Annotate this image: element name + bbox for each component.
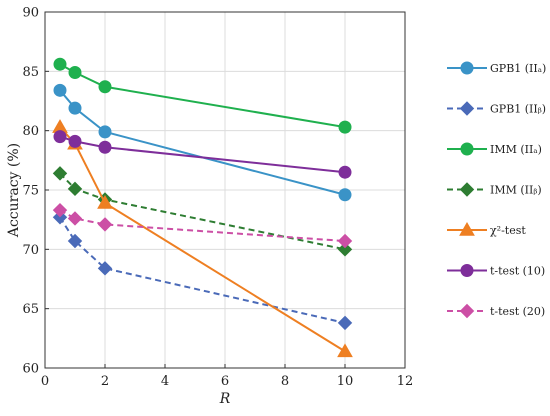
series-line: [59, 216, 346, 324]
data-point: [68, 66, 82, 80]
legend-item-0: GPB1 (IIₐ): [447, 61, 546, 75]
legend-label: IMM (IIₐ): [490, 143, 542, 156]
legend-label: t-test (20): [490, 305, 545, 318]
data-point: [338, 165, 352, 179]
series-4: [52, 119, 353, 358]
series-3: [52, 166, 353, 257]
series-0: [53, 83, 352, 202]
data-point: [337, 315, 353, 331]
legend-label: χ²-test: [490, 224, 526, 237]
series-line: [59, 63, 346, 129]
series-1: [52, 210, 353, 331]
data-point: [97, 217, 113, 232]
legend-marker: [460, 61, 474, 75]
legend-marker: [459, 303, 475, 319]
legend-marker: [459, 182, 475, 197]
series-layer: [52, 57, 353, 358]
data-point: [52, 166, 68, 181]
y-tick-label: 60: [22, 362, 39, 377]
legend-item-5: t-test (10): [447, 264, 545, 278]
legend-item-2: IMM (IIₐ): [447, 142, 542, 156]
y-tick-label: 70: [22, 243, 39, 258]
legend-label: GPB1 (IIᵦ): [490, 103, 546, 116]
data-point: [338, 188, 352, 202]
data-point: [52, 202, 68, 218]
data-point: [67, 181, 83, 197]
x-tick-label: 6: [221, 374, 229, 389]
x-tick-label: 12: [397, 374, 414, 389]
legend-item-1: GPB1 (IIᵦ): [447, 101, 546, 116]
axes: 0 2 4 6 8 10 12 60 65 70 75 80 85 90 R Accuracy (%): [6, 6, 413, 408]
data-point: [67, 233, 83, 249]
y-tick-label: 85: [22, 65, 39, 80]
data-point: [337, 343, 353, 358]
y-tick-label: 90: [22, 6, 39, 21]
data-point: [337, 233, 353, 249]
legend-label: GPB1 (IIₐ): [490, 62, 546, 75]
series-6: [52, 202, 353, 249]
legend-marker: [459, 101, 475, 116]
data-point: [67, 211, 83, 226]
series-line: [59, 209, 346, 243]
series-line: [59, 126, 346, 353]
legend-label: IMM (IIᵦ): [490, 184, 542, 197]
data-point: [53, 83, 67, 97]
x-tick-label: 4: [161, 374, 169, 389]
data-point: [97, 261, 113, 276]
y-tick-label: 80: [22, 124, 39, 139]
y-axis-title: Accuracy (%): [6, 143, 22, 238]
y-tick-label: 75: [22, 184, 39, 199]
data-point: [53, 57, 67, 71]
y-tick-label: 65: [22, 302, 39, 317]
data-point: [338, 120, 352, 134]
plot-frame: [44, 11, 406, 369]
series-2: [53, 57, 352, 134]
x-tick-label: 0: [41, 374, 49, 389]
data-point: [53, 130, 67, 144]
legend-item-4: χ²-test: [447, 221, 526, 237]
data-point: [68, 134, 82, 148]
legend-item-3: IMM (IIᵦ): [447, 182, 542, 197]
legend-marker: [460, 142, 474, 156]
series-line: [59, 172, 346, 251]
legend: GPB1 (IIₐ) GPB1 (IIᵦ) IMM (IIₐ) IMM (IIᵦ) χ²…: [447, 61, 546, 319]
x-tick-label: 10: [337, 374, 354, 389]
legend-marker: [459, 221, 475, 236]
legend-item-6: t-test (20): [447, 303, 545, 319]
data-point: [98, 125, 112, 139]
series-5: [53, 130, 352, 179]
legend-marker: [460, 264, 474, 277]
data-point: [98, 140, 112, 154]
x-tick-label: 8: [281, 374, 289, 389]
x-tick-label: 2: [101, 374, 109, 389]
x-axis-title: R: [219, 391, 231, 407]
data-point: [98, 80, 112, 94]
data-point: [337, 242, 353, 257]
series-line: [59, 135, 346, 174]
legend-label: t-test (10): [490, 265, 545, 278]
data-point: [68, 101, 82, 115]
series-line: [59, 89, 346, 196]
data-point: [97, 195, 113, 209]
